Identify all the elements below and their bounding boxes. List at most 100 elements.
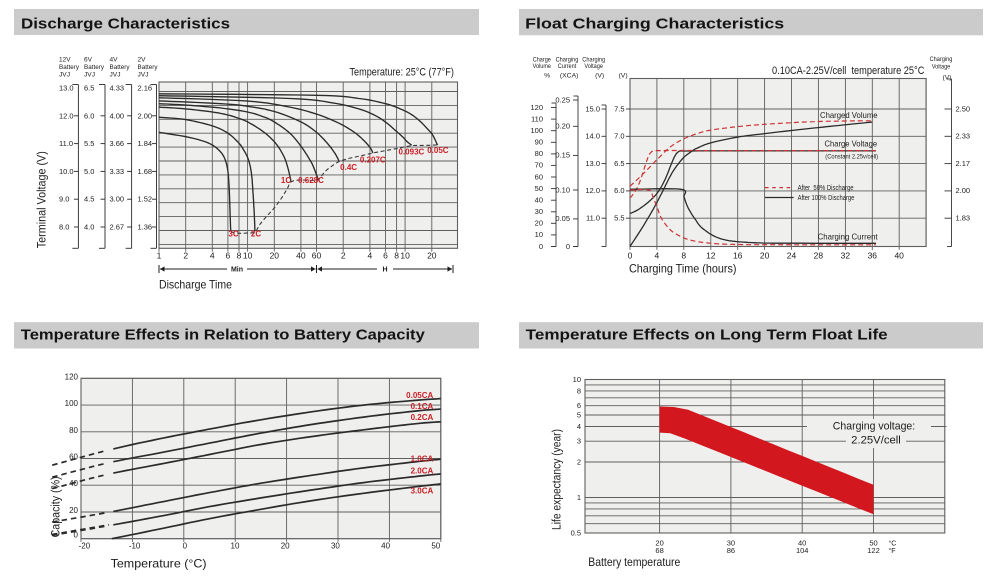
- svg-text:1.36: 1.36: [138, 223, 153, 232]
- svg-text:10: 10: [535, 230, 543, 239]
- svg-text:0.2CA: 0.2CA: [411, 413, 434, 422]
- svg-text:20: 20: [427, 250, 437, 260]
- svg-text:0.10: 0.10: [555, 185, 570, 194]
- svg-text:Battery: Battery: [84, 64, 105, 71]
- svg-text:(V): (V): [595, 73, 604, 80]
- svg-text:10: 10: [231, 541, 240, 550]
- svg-text:0.20: 0.20: [555, 122, 570, 131]
- svg-text:-10: -10: [129, 541, 141, 550]
- svg-text:12V: 12V: [59, 57, 71, 64]
- svg-text:10: 10: [573, 375, 581, 384]
- svg-text:%: %: [544, 73, 550, 80]
- svg-text:0.4C: 0.4C: [340, 163, 357, 172]
- svg-text:1C: 1C: [281, 176, 291, 185]
- svg-text:Charging Current: Charging Current: [818, 231, 879, 241]
- svg-text:Capacity (%): Capacity (%): [50, 476, 62, 537]
- svg-text:(V): (V): [619, 73, 628, 80]
- svg-text:Volume: Volume: [533, 63, 552, 70]
- svg-text:20: 20: [281, 541, 290, 550]
- svg-text:Terminal Voltage (V): Terminal Voltage (V): [37, 151, 49, 248]
- svg-text:60: 60: [312, 250, 322, 260]
- svg-text:After 50% Discharge: After 50% Discharge: [798, 185, 854, 192]
- svg-text:1.0CA: 1.0CA: [411, 454, 434, 463]
- svg-text:1: 1: [157, 250, 162, 260]
- svg-text:2.0CA: 2.0CA: [411, 466, 434, 475]
- svg-text:Charging voltage:: Charging voltage:: [833, 420, 915, 432]
- svg-text:40: 40: [535, 196, 543, 205]
- svg-text:3.00: 3.00: [110, 195, 125, 204]
- svg-text:68: 68: [655, 546, 663, 555]
- svg-text:Charging Time (hours): Charging Time (hours): [629, 261, 737, 275]
- svg-text:6.0: 6.0: [84, 111, 94, 120]
- svg-text:20: 20: [270, 250, 280, 260]
- svg-text:8: 8: [577, 386, 581, 395]
- svg-text:4: 4: [368, 250, 373, 260]
- svg-text:0: 0: [566, 242, 570, 251]
- svg-text:4: 4: [577, 422, 581, 431]
- svg-text:Battery temperature: Battery temperature: [588, 555, 680, 569]
- svg-text:0.25: 0.25: [555, 95, 570, 104]
- svg-text:(XCA): (XCA): [560, 73, 579, 80]
- svg-text:Voltage: Voltage: [932, 63, 951, 70]
- svg-text:Temperature: 25°C (77°F): Temperature: 25°C (77°F): [350, 67, 454, 79]
- svg-text:3C: 3C: [228, 230, 238, 239]
- svg-text:11.0: 11.0: [59, 139, 73, 148]
- svg-text:6.5: 6.5: [84, 84, 94, 93]
- svg-text:11.0: 11.0: [586, 214, 600, 223]
- svg-text:1.52: 1.52: [138, 195, 153, 204]
- svg-text:Charging: Charging: [556, 56, 579, 63]
- svg-text:100: 100: [65, 399, 79, 408]
- svg-text:Charged Volume: Charged Volume: [820, 110, 878, 120]
- svg-text:12: 12: [706, 250, 716, 260]
- svg-text:Charging: Charging: [582, 56, 605, 63]
- svg-text:Current: Current: [558, 63, 577, 70]
- svg-text:0.15: 0.15: [555, 151, 570, 160]
- svg-text:0.10CA-2.25V/cell temperature: 0.10CA-2.25V/cell temperature 25°C: [772, 65, 924, 77]
- svg-text:13.0: 13.0: [59, 84, 74, 93]
- svg-text:0.05C: 0.05C: [427, 146, 449, 155]
- svg-text:5.5: 5.5: [84, 139, 94, 148]
- svg-text:2.67: 2.67: [110, 223, 125, 232]
- svg-text:16: 16: [733, 250, 743, 260]
- svg-text:30: 30: [535, 207, 543, 216]
- svg-text:36: 36: [868, 250, 878, 260]
- svg-text:8: 8: [681, 250, 686, 260]
- svg-text:6: 6: [226, 250, 231, 260]
- svg-text:0.207C: 0.207C: [360, 156, 386, 165]
- svg-text:Discharge Characteristics: Discharge Characteristics: [21, 15, 230, 32]
- svg-text:4: 4: [210, 250, 215, 260]
- svg-text:0: 0: [539, 242, 543, 251]
- svg-text:40: 40: [381, 541, 390, 550]
- svg-text:86: 86: [727, 546, 735, 555]
- svg-text:0: 0: [628, 250, 633, 260]
- svg-text:-20: -20: [79, 541, 91, 550]
- svg-text:°C: °C: [889, 540, 897, 548]
- svg-text:Battery: Battery: [59, 64, 80, 71]
- svg-text:8: 8: [394, 250, 399, 260]
- svg-text:110: 110: [531, 114, 543, 123]
- svg-text:Life expectancy (year): Life expectancy (year): [552, 429, 564, 530]
- svg-text:8: 8: [237, 250, 242, 260]
- svg-text:120: 120: [65, 372, 79, 381]
- svg-text:5.0: 5.0: [84, 167, 94, 176]
- svg-text:6.0: 6.0: [614, 186, 624, 195]
- svg-text:40: 40: [894, 250, 904, 260]
- svg-text:10: 10: [243, 250, 253, 260]
- svg-text:2: 2: [183, 250, 188, 260]
- svg-text:5: 5: [577, 411, 581, 420]
- svg-text:4.5: 4.5: [84, 195, 94, 204]
- svg-text:0.628C: 0.628C: [298, 176, 324, 185]
- svg-text:Battery: Battery: [110, 64, 131, 71]
- svg-text:2.00: 2.00: [138, 111, 153, 120]
- svg-text:8.0: 8.0: [59, 223, 69, 232]
- svg-text:30: 30: [331, 541, 340, 550]
- svg-text:6: 6: [577, 401, 581, 410]
- svg-text:50: 50: [869, 539, 877, 548]
- svg-text:After 100% Discharge: After 100% Discharge: [798, 195, 855, 202]
- svg-text:13.0: 13.0: [585, 159, 600, 168]
- svg-text:122: 122: [867, 546, 880, 555]
- svg-text:120: 120: [530, 103, 543, 112]
- svg-text:(V): (V): [942, 75, 951, 82]
- svg-text:0.05CA: 0.05CA: [406, 391, 433, 400]
- svg-text:Temperature (°C): Temperature (°C): [111, 556, 207, 570]
